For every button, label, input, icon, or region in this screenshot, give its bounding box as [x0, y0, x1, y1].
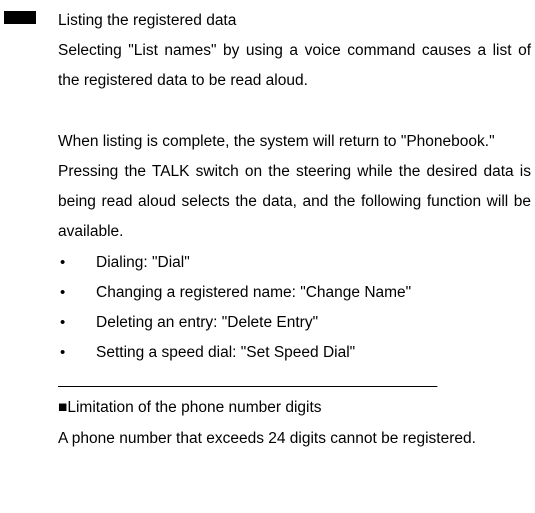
limitation-heading: ■Limitation of the phone number digits: [58, 393, 531, 423]
paragraph-3: Pressing the TALK switch on the steering…: [58, 157, 531, 248]
list-item: Deleting an entry: "Delete Entry": [58, 308, 531, 338]
paragraph-1: Selecting "List names" by using a voice …: [58, 36, 531, 96]
list-item: Dialing: "Dial": [58, 248, 531, 278]
divider-line: ________________________________________…: [58, 370, 531, 390]
paragraph-2: When listing is complete, the system wil…: [58, 127, 531, 157]
document-content: Listing the registered data Selecting "L…: [58, 6, 531, 454]
bullet-list: Dialing: "Dial" Changing a registered na…: [58, 248, 531, 369]
section-marker: [4, 11, 36, 24]
limitation-text: A phone number that exceeds 24 digits ca…: [58, 424, 531, 454]
heading-text: Listing the registered data: [58, 6, 531, 36]
blank-line: [58, 97, 531, 127]
list-item: Changing a registered name: "Change Name…: [58, 278, 531, 308]
list-item: Setting a speed dial: "Set Speed Dial": [58, 338, 531, 368]
